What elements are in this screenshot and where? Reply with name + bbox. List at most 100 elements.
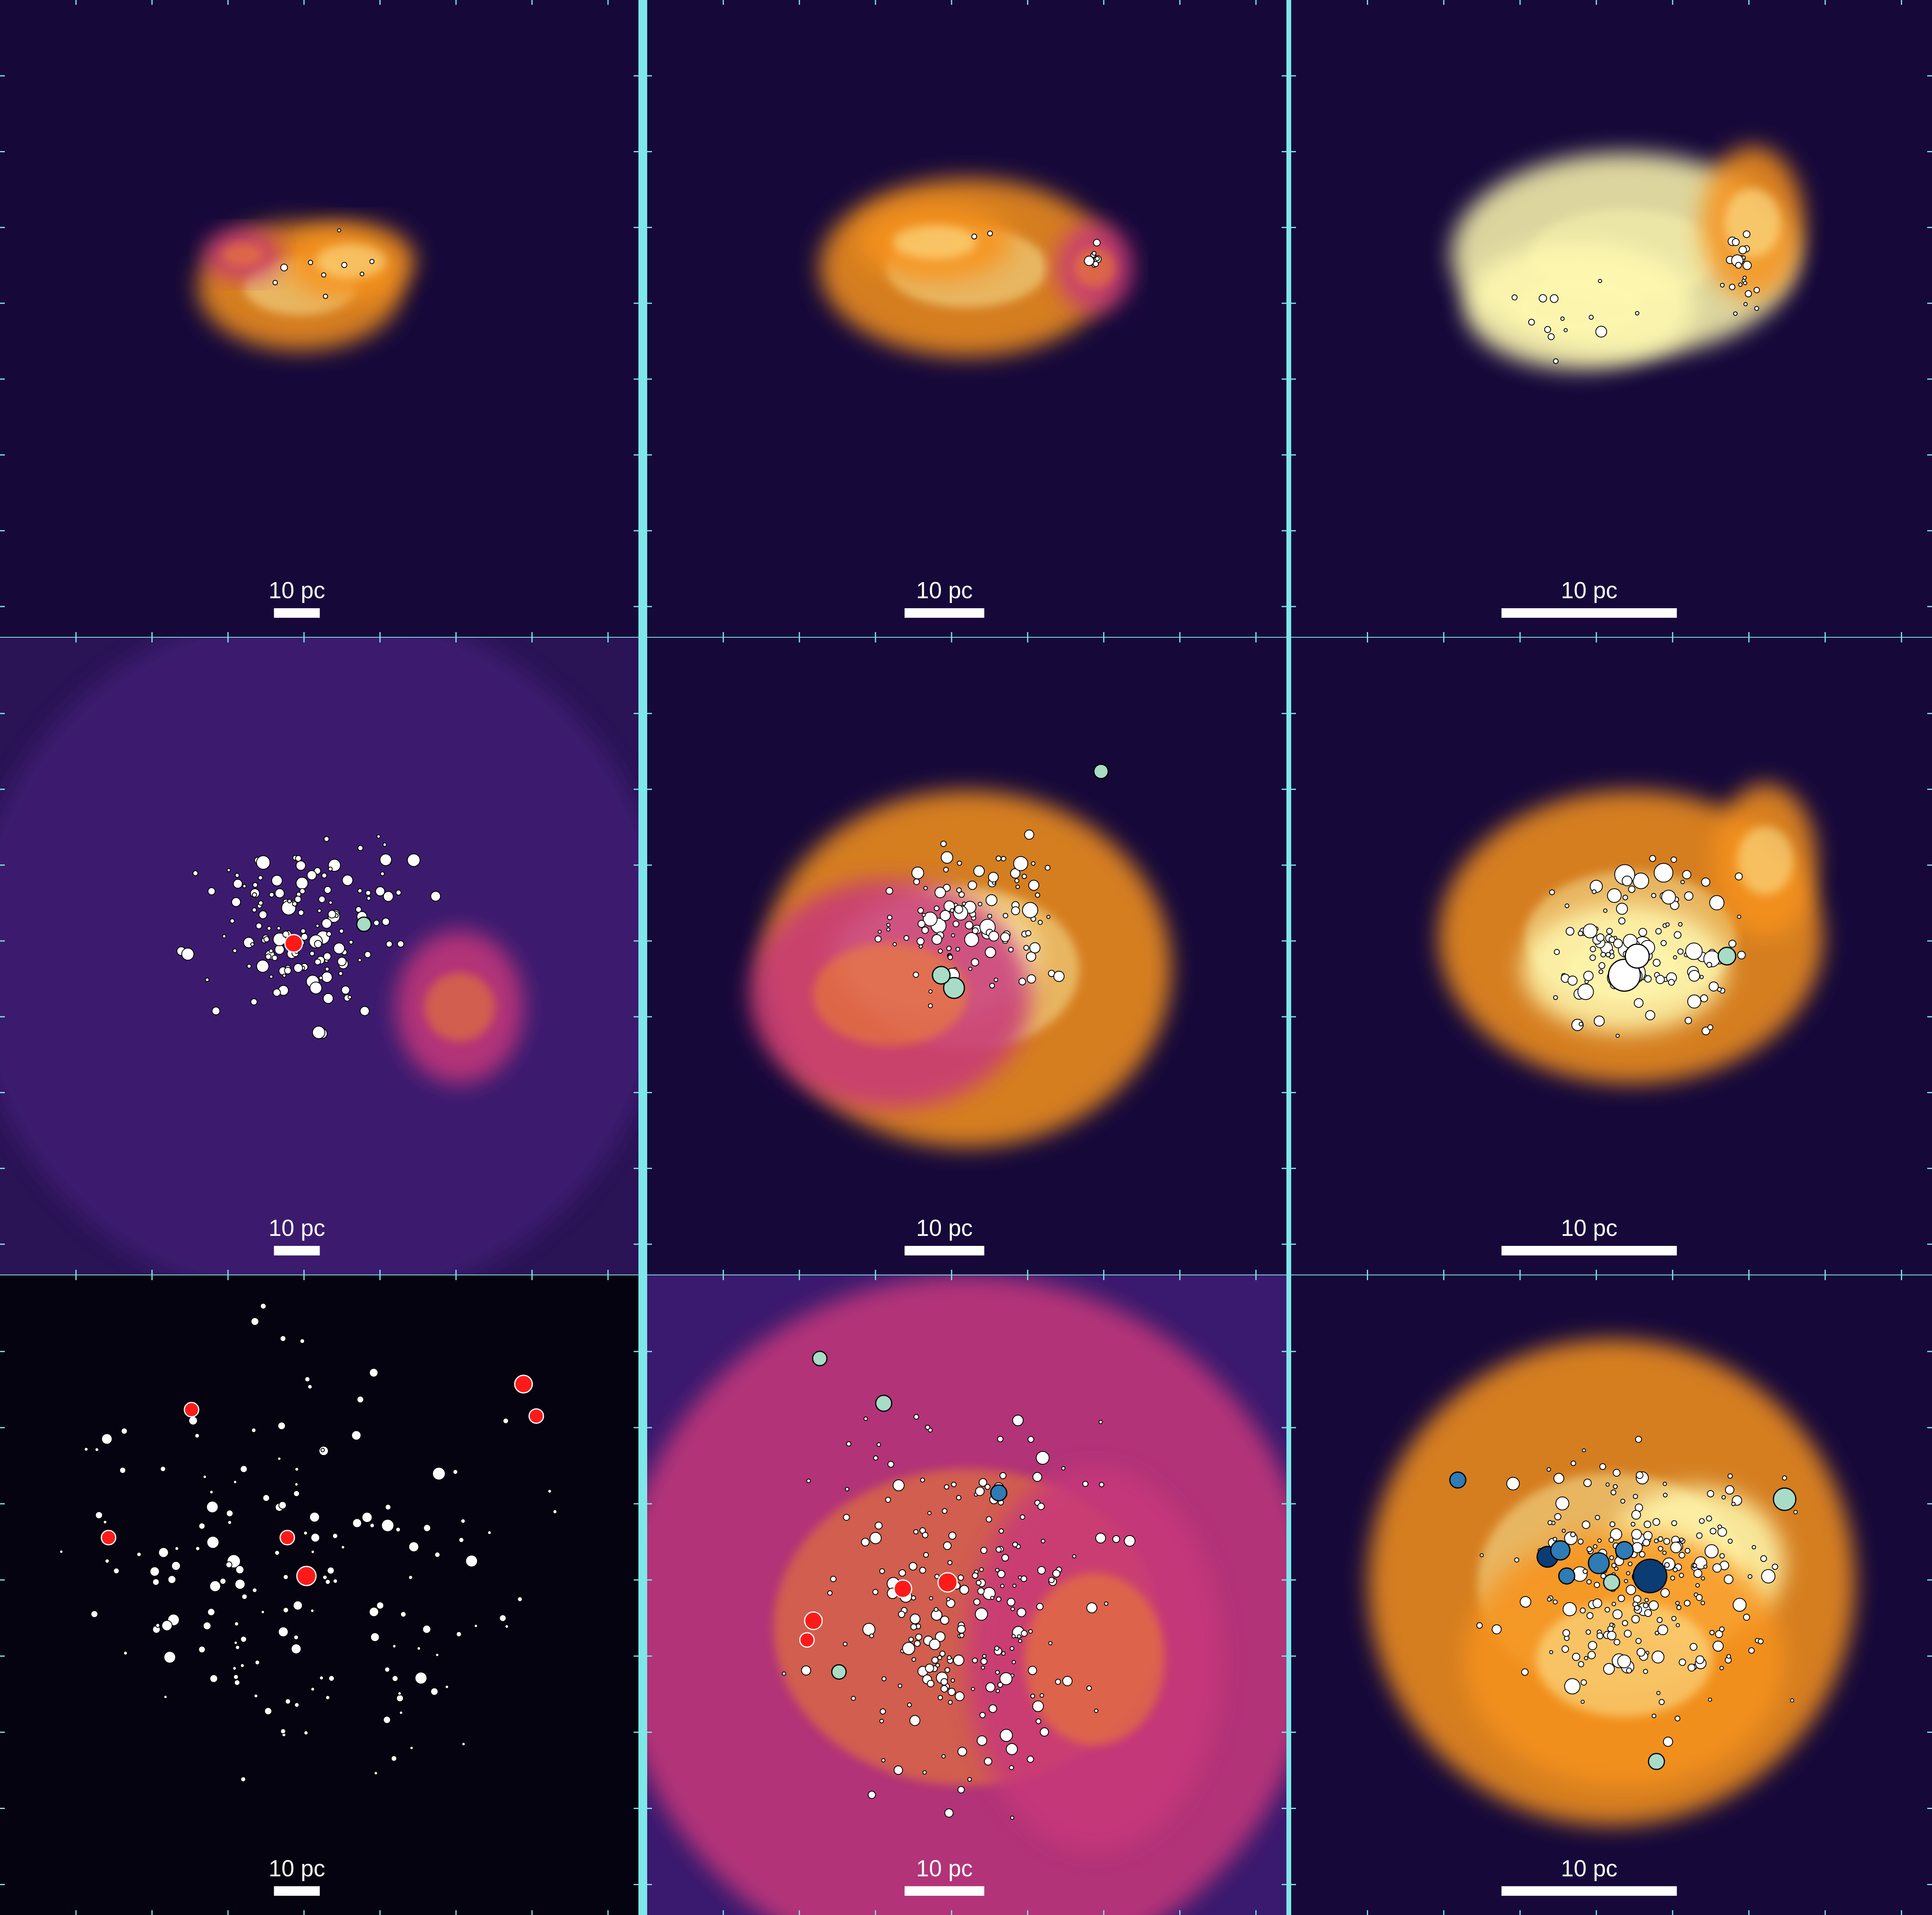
- scale-bar-label: 10 pc: [916, 577, 973, 603]
- star-particle: [1048, 1577, 1055, 1583]
- scale-bar: [1501, 1246, 1677, 1256]
- star-particle: [1609, 1622, 1614, 1627]
- star-particle: [1476, 1622, 1483, 1629]
- star-particle: [885, 1497, 891, 1503]
- star-particle: [1084, 255, 1094, 266]
- star-particle: [1717, 1524, 1722, 1529]
- star-particle: [914, 1640, 921, 1647]
- star-particle: [1710, 1528, 1716, 1534]
- star-particle: [1676, 1605, 1682, 1611]
- star-particle: [1685, 1017, 1692, 1024]
- star-particle: [1013, 856, 1029, 871]
- star-particle: [1028, 1629, 1033, 1634]
- star-particle: [978, 1478, 988, 1487]
- star-particle: [294, 1702, 300, 1708]
- star-particle: [948, 1532, 956, 1540]
- star-particle: [357, 845, 363, 851]
- star-particle: [1671, 856, 1677, 863]
- panel-1: 10 pc: [0, 0, 638, 637]
- star-particle: [940, 1616, 949, 1625]
- star-particle: [947, 955, 953, 960]
- star-particle: [985, 947, 996, 958]
- star-particle: [1598, 962, 1606, 969]
- star-particle: [1728, 1538, 1733, 1544]
- star-particle: [396, 1694, 404, 1702]
- star-particle: [1594, 1015, 1605, 1027]
- star-particle: [951, 1481, 957, 1487]
- star-particle: [252, 892, 257, 898]
- star-particle: [392, 1644, 397, 1648]
- star-particle: [287, 899, 292, 903]
- massive-star: [799, 1632, 815, 1648]
- star-particle: [1634, 1605, 1640, 1611]
- star-particle: [1653, 863, 1673, 883]
- star-particle: [1610, 1489, 1616, 1495]
- star-particle: [843, 1642, 848, 1646]
- star-particle: [1011, 1660, 1016, 1664]
- massive-star: [184, 1402, 200, 1418]
- star-particle: [432, 1467, 446, 1481]
- star-particle: [332, 1578, 338, 1584]
- star-particle: [341, 262, 348, 268]
- star-particle: [445, 1685, 449, 1689]
- star-particle: [1679, 1537, 1684, 1542]
- star-particle: [1772, 1563, 1778, 1570]
- star-particle: [1696, 1532, 1703, 1539]
- star-particle: [364, 951, 371, 958]
- star-particle: [880, 1708, 886, 1715]
- star-particle: [386, 941, 393, 948]
- star-particle: [503, 1418, 509, 1424]
- star-particle: [272, 280, 278, 285]
- star-particle: [989, 983, 995, 989]
- star-particle: [1603, 908, 1608, 913]
- star-particle: [300, 928, 306, 934]
- star-particle: [361, 1512, 373, 1523]
- star-particle: [1735, 262, 1742, 269]
- star-particle: [917, 937, 925, 945]
- star-particle: [103, 1520, 107, 1524]
- star-particle: [1018, 1639, 1022, 1643]
- star-particle: [1008, 947, 1014, 953]
- star-particle: [980, 1547, 988, 1554]
- star-particle: [1072, 1554, 1076, 1559]
- star-particle: [232, 948, 237, 953]
- star-particle: [981, 1666, 985, 1670]
- star-particle: [1553, 1473, 1565, 1484]
- star-particle: [1692, 1563, 1697, 1568]
- star-particle: [341, 985, 350, 995]
- star-particle: [234, 1679, 240, 1686]
- star-particle: [310, 1609, 314, 1613]
- star-particle: [277, 1456, 281, 1461]
- massive-star: [356, 916, 372, 932]
- star-particle: [314, 940, 322, 948]
- star-particle: [299, 888, 306, 894]
- star-particle: [976, 1735, 988, 1746]
- star-particle: [370, 1632, 380, 1642]
- star-particle: [369, 1523, 375, 1528]
- star-particle: [990, 1596, 994, 1600]
- star-particle: [956, 887, 962, 893]
- star-particle: [1616, 903, 1628, 915]
- star-particle: [1671, 1616, 1677, 1621]
- gas-cloud: [0, 638, 638, 1275]
- star-particle: [1757, 1638, 1764, 1644]
- massive-star: [1550, 1540, 1571, 1561]
- star-particle: [1520, 1596, 1531, 1608]
- star-particle: [995, 1689, 1000, 1693]
- star-particle: [1581, 1679, 1587, 1686]
- star-particle: [255, 923, 262, 929]
- star-particle: [1782, 1475, 1787, 1481]
- star-particle: [1653, 958, 1661, 967]
- massive-star: [1717, 947, 1736, 966]
- star-particle: [1028, 880, 1039, 891]
- star-particle: [309, 981, 322, 994]
- star-particle: [872, 1589, 879, 1595]
- star-particle: [1553, 1537, 1557, 1542]
- star-particle: [435, 1653, 440, 1657]
- star-particle: [1699, 975, 1704, 979]
- star-particle: [1707, 1024, 1714, 1031]
- star-particle: [1695, 1583, 1700, 1588]
- star-particle: [1687, 994, 1701, 1009]
- star-particle: [1086, 1602, 1098, 1613]
- star-particle: [381, 1519, 395, 1532]
